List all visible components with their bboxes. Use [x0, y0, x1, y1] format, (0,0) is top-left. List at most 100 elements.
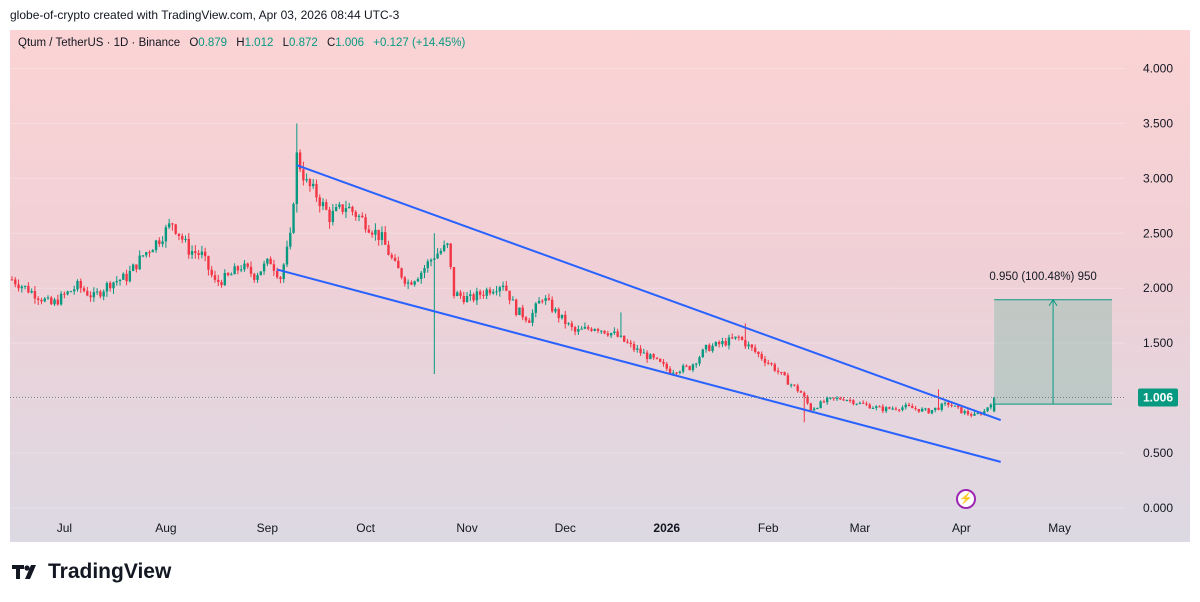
candle-body: [197, 253, 200, 255]
candle-body: [249, 266, 253, 274]
candle-body: [298, 152, 302, 170]
candle-body: [79, 280, 82, 289]
candle-body: [416, 279, 420, 282]
candle-body: [773, 364, 776, 371]
candle-body: [943, 402, 947, 404]
candle-body: [436, 253, 439, 259]
candle-body: [334, 207, 338, 211]
candle-body: [956, 405, 960, 408]
candle-body: [203, 251, 207, 257]
legend-close: 1.006: [335, 37, 365, 49]
candle-body: [655, 357, 659, 359]
candle-body: [485, 289, 488, 296]
candle-body: [989, 404, 993, 408]
candle-body: [351, 206, 354, 212]
lightning-icon[interactable]: ⚡: [956, 489, 976, 509]
candle-body: [59, 293, 63, 305]
candle-body: [128, 270, 132, 282]
candle-body: [321, 202, 325, 207]
candle-body: [10, 279, 14, 281]
candle-body: [789, 384, 793, 386]
candle-body: [557, 309, 560, 319]
candle-body: [420, 272, 423, 280]
candle-body: [845, 400, 849, 402]
price-chart[interactable]: 4.0003.5003.0002.5002.0001.5001.0000.500…: [10, 30, 1190, 542]
candle-body: [145, 252, 148, 256]
candle-body: [619, 335, 623, 337]
candle-body: [279, 277, 282, 280]
candle-body: [950, 404, 953, 406]
candle-body: [528, 320, 531, 323]
brand-name: TradingView: [48, 560, 172, 583]
candle-body: [99, 291, 102, 297]
y-tick-label: 0.500: [1143, 446, 1173, 460]
candle-body: [439, 250, 443, 254]
candle-body: [740, 337, 744, 340]
candle-body: [289, 232, 292, 247]
x-tick-label: Aug: [155, 521, 176, 535]
candle-body: [747, 344, 750, 347]
candle-body: [911, 405, 914, 409]
candle-body: [760, 354, 763, 359]
candle-body: [839, 398, 842, 400]
candle-body: [757, 351, 760, 355]
candle-body: [953, 405, 957, 407]
x-tick-label: Mar: [850, 521, 871, 535]
candle-body: [311, 183, 315, 187]
candle-body: [269, 258, 272, 265]
candle-body: [233, 266, 236, 275]
candle-body: [600, 330, 603, 332]
candle-body: [934, 407, 937, 410]
candle-body: [325, 202, 328, 210]
candle-body: [102, 291, 105, 297]
candle-body: [200, 251, 204, 255]
symbol-legend: Qtum / TetherUS · 1D · Binance O0.879 H1…: [18, 37, 465, 49]
candle-body: [930, 409, 934, 414]
candle-body: [226, 273, 230, 276]
candle-body: [583, 326, 587, 329]
tradingview-brand: TradingView: [12, 560, 171, 584]
x-tick-label: 2026: [653, 521, 680, 535]
candle-body: [295, 152, 299, 205]
candle-body: [678, 371, 682, 373]
candle-body: [161, 241, 164, 245]
candle-body: [492, 291, 495, 294]
candle-body: [69, 291, 73, 293]
candle-body: [482, 294, 485, 296]
candle-body: [763, 358, 767, 363]
candle-body: [809, 403, 813, 411]
candle-body: [266, 258, 269, 264]
candle-body: [636, 348, 639, 350]
candle-body: [806, 396, 809, 404]
candle-body: [387, 244, 390, 255]
candle-body: [112, 282, 115, 289]
candle-body: [659, 358, 662, 362]
candle-body: [799, 391, 803, 393]
candle-body: [577, 329, 580, 332]
candle-body: [118, 279, 122, 282]
candle-body: [429, 259, 433, 262]
candle-body: [675, 372, 678, 374]
candle-body: [86, 290, 89, 296]
candle-body: [724, 341, 727, 346]
candle-body: [786, 375, 790, 385]
candle-body: [262, 263, 266, 272]
candle-body: [819, 401, 822, 409]
candle-body: [230, 274, 233, 276]
candle-body: [537, 300, 541, 304]
candle-body: [151, 250, 154, 253]
candle-body: [308, 179, 312, 187]
candle-body: [940, 403, 943, 410]
candle-body: [567, 323, 570, 325]
chart-panel[interactable]: Qtum / TetherUS · 1D · Binance O0.879 H1…: [10, 30, 1190, 542]
candle-body: [344, 208, 348, 212]
candle-body: [812, 408, 816, 411]
candle-body: [518, 307, 521, 315]
candle-body: [33, 291, 37, 299]
candle-body: [717, 341, 721, 345]
candle-body: [688, 366, 691, 371]
last-price-label: 1.006: [1143, 390, 1173, 404]
candle-body: [30, 291, 33, 293]
candle-body: [609, 333, 613, 336]
candle-body: [531, 312, 534, 323]
